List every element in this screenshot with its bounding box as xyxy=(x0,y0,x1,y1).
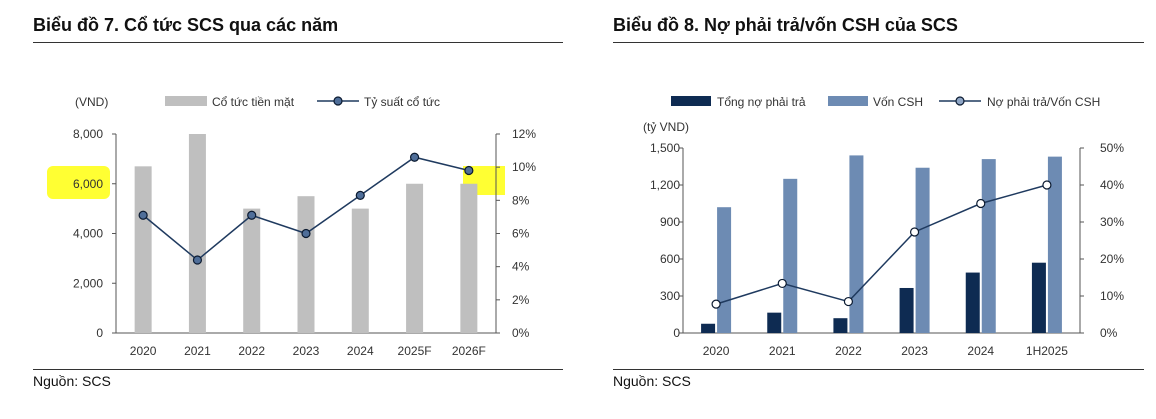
bar-debt xyxy=(767,312,782,333)
legend-swatch-debt xyxy=(671,96,711,106)
point-ratio xyxy=(1042,180,1052,190)
x-tick-label: 2025F xyxy=(398,344,432,358)
left-tick-label: 300 xyxy=(660,289,680,303)
right-tick-label: 8% xyxy=(512,193,530,207)
point-yield xyxy=(192,255,203,265)
x-tick-label: 2026F xyxy=(452,344,486,358)
point-ratio xyxy=(843,296,854,307)
point-ratio xyxy=(909,227,920,237)
bar-equity xyxy=(783,178,798,333)
dividend-chart: (VND) Cổ tức tiền mặt Tỷ suất cổ tức 8,000 6… xyxy=(47,95,536,358)
right-tick-label: 50% xyxy=(1100,141,1124,155)
right-tick-label: 0% xyxy=(1100,326,1118,340)
point-ratio xyxy=(711,299,721,309)
x-tick-label: 2023 xyxy=(901,344,928,358)
source-rule xyxy=(33,369,563,370)
legend-label-bar: Cổ tức tiền mặt xyxy=(212,95,295,109)
left-tick-label: 2,000 xyxy=(73,276,103,290)
bar-debt xyxy=(899,287,914,333)
chart-source: Nguồn: SCS xyxy=(613,373,691,389)
point-ratio xyxy=(976,198,986,209)
chart-panel-dividend: Biểu đồ 7. Cổ tức SCS qua các năm (VND) C… xyxy=(33,0,563,419)
left-tick-label: 0 xyxy=(96,326,103,340)
source-rule xyxy=(613,369,1144,370)
left-tick-label: 900 xyxy=(660,215,680,229)
bar-debt xyxy=(1031,262,1046,333)
legend-swatch-equity xyxy=(828,96,868,106)
x-tick-label: 2020 xyxy=(130,344,157,358)
left-tick-label: 0 xyxy=(673,326,680,340)
legend-label-line: Tỷ suất cổ tức xyxy=(364,95,440,109)
bar-debt xyxy=(965,272,980,333)
right-tick-label: 12% xyxy=(512,127,536,141)
x-tick-label: 2024 xyxy=(967,344,994,358)
legend-marker xyxy=(333,96,343,106)
x-tick-label: 2021 xyxy=(184,344,211,358)
right-tick-label: 20% xyxy=(1100,252,1124,266)
right-tick-label: 4% xyxy=(512,260,530,274)
right-tick-label: 40% xyxy=(1100,178,1124,192)
left-tick-label: 8,000 xyxy=(73,127,103,141)
bar-equity xyxy=(717,207,732,333)
point-yield xyxy=(464,165,474,176)
bar-dividend xyxy=(460,183,478,333)
series-line-ratio xyxy=(715,184,1048,305)
right-tick-label: 0% xyxy=(512,326,530,340)
chart-panel-leverage: Biểu đồ 8. Nợ phải trả/vốn CSH của SCS T… xyxy=(613,0,1144,419)
right-tick-label: 30% xyxy=(1100,215,1124,229)
x-tick-label: 2021 xyxy=(769,344,796,358)
right-tick-label: 10% xyxy=(1100,289,1124,303)
left-tick-label: 1,500 xyxy=(650,141,680,155)
bar-equity xyxy=(849,155,864,333)
x-tick-label: 2024 xyxy=(347,344,374,358)
x-tick-label: 2022 xyxy=(238,344,265,358)
chart-title: Biểu đồ 8. Nợ phải trả/vốn CSH của SCS xyxy=(613,15,958,35)
bar-equity xyxy=(981,159,996,333)
left-tick-label: 600 xyxy=(660,252,680,266)
chart-source: Nguồn: SCS xyxy=(33,373,111,389)
chart-title: Biểu đồ 7. Cổ tức SCS qua các năm xyxy=(33,15,339,35)
x-tick-label: 2023 xyxy=(293,344,320,358)
bar-debt xyxy=(833,318,848,333)
point-yield xyxy=(138,210,148,220)
point-yield xyxy=(409,152,420,162)
right-tick-label: 6% xyxy=(512,227,530,241)
bar-equity xyxy=(915,167,930,333)
legend-label-equity: Vốn CSH xyxy=(873,95,923,109)
x-tick-label: 1H2025 xyxy=(1026,344,1068,358)
x-tick-label: 2022 xyxy=(835,344,862,358)
bar-equity xyxy=(1047,156,1062,333)
bar-dividend xyxy=(188,134,206,333)
bar-dividend xyxy=(134,166,152,333)
title-rule xyxy=(613,42,1144,43)
legend-marker xyxy=(955,96,965,106)
left-axis-unit: (VND) xyxy=(75,95,108,109)
legend-label-debt: Tổng nợ phải trả xyxy=(717,95,806,109)
point-yield xyxy=(301,228,311,239)
leverage-chart: Tổng nợ phải trả Vốn CSH Nợ phải trả/Vốn C… xyxy=(643,95,1124,358)
left-tick-label: 6,000 xyxy=(73,177,103,191)
bar-dividend xyxy=(243,208,261,333)
point-yield xyxy=(355,190,365,200)
legend-label-ratio: Nợ phải trả/Vốn CSH xyxy=(987,95,1100,109)
point-yield xyxy=(247,210,257,220)
bar-dividend xyxy=(351,208,369,333)
bar-debt xyxy=(701,323,716,333)
left-tick-label: 1,200 xyxy=(650,178,680,192)
right-tick-label: 10% xyxy=(512,160,536,174)
highlight-marker xyxy=(47,166,110,199)
point-ratio xyxy=(777,278,787,289)
right-tick-label: 2% xyxy=(512,293,530,307)
title-rule xyxy=(33,42,563,43)
bar-dividend xyxy=(406,183,424,333)
left-tick-label: 4,000 xyxy=(73,227,103,241)
left-axis-unit: (tỷ VND) xyxy=(643,120,689,134)
legend-swatch-bar xyxy=(165,96,207,106)
bar-dividend xyxy=(297,196,315,333)
x-tick-label: 2020 xyxy=(703,344,730,358)
